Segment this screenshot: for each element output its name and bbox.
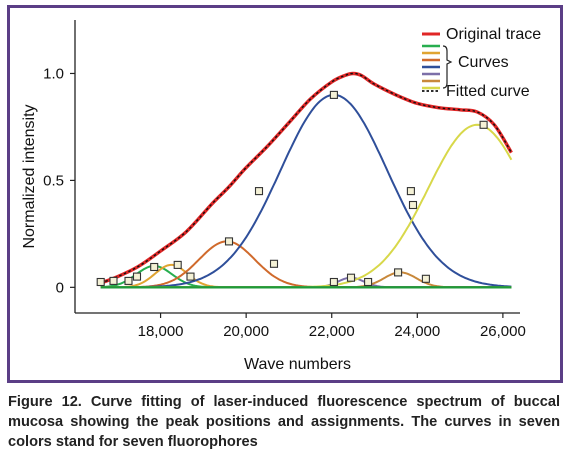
- y-axis-label: Normalized intensity: [21, 104, 38, 248]
- peak-marker: [329, 277, 338, 287]
- legend-original-label: Original trace: [446, 26, 541, 43]
- peak-marker: [479, 120, 488, 129]
- component-curves: [100, 93, 513, 289]
- peak-marker: [173, 260, 182, 269]
- peak-marker: [224, 237, 234, 246]
- x-tick-label: 24,000: [394, 323, 440, 340]
- x-axis-label: Wave numbers: [244, 356, 351, 373]
- component-curve-4: [100, 93, 512, 289]
- peak-marker: [150, 262, 159, 272]
- legend-curves-label: Curves: [458, 54, 509, 71]
- fitted-curve-line: [100, 72, 512, 284]
- y-tick-label: 1.0: [43, 65, 64, 82]
- chart-frame: 18,000 20,000 22,000 24,000 26,000 0 0.5 1.0 Wav…: [7, 5, 563, 383]
- peak-marker: [364, 277, 373, 287]
- original-trace-line: [100, 71, 513, 285]
- peak-marker: [406, 187, 415, 196]
- peak-marker: [421, 274, 430, 283]
- peak-marker: [109, 276, 118, 285]
- peak-marker: [346, 273, 356, 282]
- peak-marker: [269, 259, 279, 268]
- legend-fitted-label: Fitted curve: [446, 83, 530, 100]
- peak-marker: [186, 272, 195, 281]
- peak-marker: [329, 90, 338, 99]
- y-tick-label: 0.5: [43, 172, 64, 189]
- peak-marker: [254, 187, 264, 196]
- peak-marker: [96, 277, 105, 287]
- x-tick-label: 20,000: [223, 323, 269, 340]
- axes: 18,000 20,000 22,000 24,000 26,000 0 0.5 1.0 Wav…: [21, 20, 526, 373]
- peak-marker: [408, 200, 418, 210]
- component-curve-7: [100, 123, 513, 289]
- trace-lines: [100, 71, 513, 285]
- peak-marker: [394, 268, 403, 277]
- spectrum-chart: 18,000 20,000 22,000 24,000 26,000 0 0.5 1.0 Wav…: [21, 20, 541, 373]
- legend-brace: [442, 45, 453, 89]
- peak-marker: [132, 272, 142, 281]
- figure-caption: Figure 12. Curve fitting of laser-induce…: [8, 394, 560, 450]
- x-tick-label: 18,000: [138, 323, 184, 340]
- peak-marker: [124, 276, 133, 285]
- x-tick-label: 22,000: [309, 323, 355, 340]
- peak-markers: [96, 90, 488, 287]
- x-tick-label: 26,000: [480, 323, 526, 340]
- y-tick-label: 0: [56, 279, 64, 296]
- legend: Original trace Curves Fitted curve: [422, 26, 541, 100]
